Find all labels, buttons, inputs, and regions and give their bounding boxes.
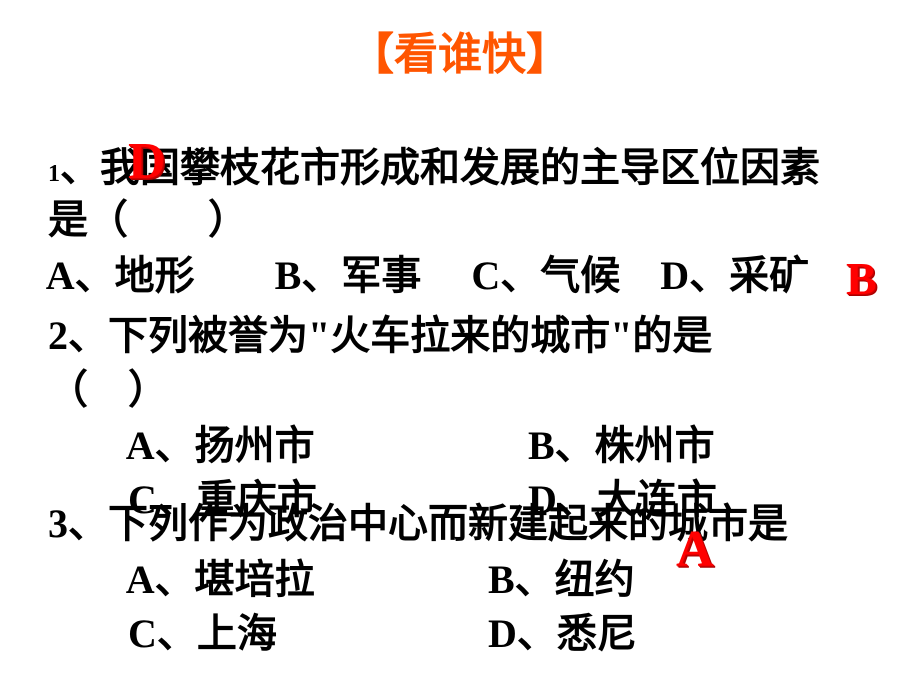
slide-title: 【看谁快】 (0, 18, 920, 82)
q3-opt-c-text: C、上海 (128, 611, 277, 656)
q3-opt-d: D、悉尼 (468, 554, 637, 659)
title-right-bracket: 】 (526, 30, 570, 79)
title-text: 看谁快 (394, 30, 526, 79)
q2-stem1: 下列被誉为"火车拉来的城市"的是 (108, 313, 712, 358)
q3-number: 3、 (48, 501, 108, 546)
q3-answer: A (676, 520, 714, 579)
q1-answer: D (128, 132, 166, 191)
title-left-bracket: 【 (350, 30, 394, 79)
q3-opt-c: C、上海 (108, 554, 277, 659)
q3-opt-d-text: D、悉尼 (488, 611, 637, 656)
q2-answer: B (846, 252, 877, 305)
